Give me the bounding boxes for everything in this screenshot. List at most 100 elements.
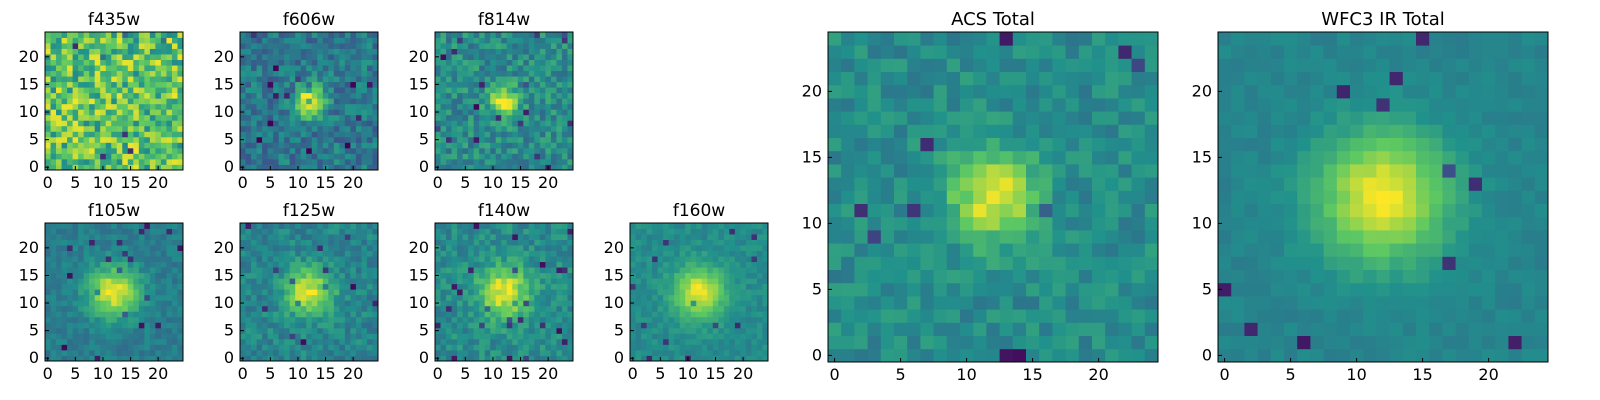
pixel	[138, 234, 145, 240]
pixel	[561, 239, 568, 246]
pixel	[361, 316, 368, 323]
pixel	[89, 147, 96, 154]
pixel	[317, 43, 324, 49]
pixel	[366, 223, 373, 229]
pixel	[479, 283, 486, 290]
pixel	[907, 322, 921, 336]
pixel	[127, 344, 134, 351]
pixel	[355, 294, 362, 301]
pixel	[160, 250, 167, 257]
pixel	[350, 261, 357, 268]
pixel	[166, 322, 173, 329]
pixel	[251, 344, 257, 351]
pixel	[160, 120, 167, 127]
pixel	[171, 70, 178, 77]
pixel	[701, 300, 708, 307]
pixel	[355, 92, 362, 99]
pixel	[506, 250, 513, 257]
pixel	[635, 338, 642, 345]
pixel	[473, 261, 480, 268]
pixel	[133, 65, 140, 72]
pixel	[534, 256, 541, 263]
pixel	[523, 239, 530, 246]
pixel	[446, 43, 452, 49]
pixel	[267, 272, 274, 279]
pixel	[56, 283, 62, 290]
pixel	[718, 338, 725, 345]
pixel	[506, 153, 513, 160]
pixel	[89, 136, 96, 143]
pixel	[322, 32, 329, 38]
pixel	[361, 48, 368, 55]
pixel	[468, 245, 475, 251]
pixel	[100, 136, 107, 143]
pixel	[734, 322, 741, 329]
pixel	[630, 256, 636, 263]
pixel	[462, 48, 469, 55]
pixel	[149, 70, 156, 77]
pixel	[933, 322, 948, 336]
pixel	[657, 223, 664, 229]
pixel	[155, 283, 162, 290]
pixel	[854, 322, 868, 336]
pixel	[756, 289, 763, 296]
pixel	[94, 245, 101, 251]
pixel	[111, 109, 118, 116]
pixel	[567, 267, 574, 274]
x-tick-label: 15	[120, 364, 140, 383]
pixel	[45, 98, 51, 105]
pixel	[111, 256, 118, 263]
pixel	[517, 131, 524, 138]
pixel	[854, 309, 868, 323]
pixel	[457, 245, 463, 251]
pixel	[177, 32, 184, 38]
pixel	[67, 92, 73, 99]
pixel	[138, 76, 145, 83]
pixel	[462, 261, 469, 268]
pixel	[490, 76, 497, 83]
pixel	[240, 267, 246, 274]
pixel	[690, 278, 697, 285]
pixel	[446, 131, 452, 138]
pixel	[1092, 150, 1106, 165]
pixel	[155, 311, 162, 318]
pixel	[451, 147, 458, 154]
pixel	[517, 37, 524, 44]
pixel	[300, 70, 307, 77]
pixel	[350, 250, 357, 257]
pixel	[267, 283, 274, 290]
pixel	[501, 355, 508, 362]
pixel	[495, 344, 502, 351]
pixel	[372, 158, 379, 165]
pixel	[149, 349, 156, 356]
pixel	[284, 338, 291, 345]
pixel	[50, 153, 57, 160]
pixel	[333, 109, 340, 116]
pixel	[999, 164, 1014, 178]
pixel	[295, 223, 302, 229]
pixel	[1039, 150, 1053, 165]
pixel	[339, 294, 346, 301]
pixel	[78, 234, 85, 240]
pixel	[696, 223, 703, 229]
pixel	[751, 344, 758, 351]
pixel	[127, 338, 134, 345]
pixel	[94, 70, 101, 77]
pixel	[867, 177, 882, 191]
pixel	[523, 48, 530, 55]
pixel	[171, 164, 178, 171]
pixel	[1144, 256, 1159, 270]
pixel	[328, 103, 335, 110]
pixel	[567, 153, 574, 160]
pixel	[72, 54, 79, 60]
pixel	[89, 294, 96, 301]
pixel	[122, 87, 129, 94]
pixel	[267, 32, 274, 38]
pixel	[512, 136, 519, 143]
y-tick-label: 10	[214, 102, 234, 121]
x-tick-label: 5	[70, 173, 80, 192]
pixel	[1026, 150, 1040, 165]
pixel	[72, 250, 79, 257]
pixel	[652, 349, 658, 356]
pixel	[550, 147, 557, 154]
